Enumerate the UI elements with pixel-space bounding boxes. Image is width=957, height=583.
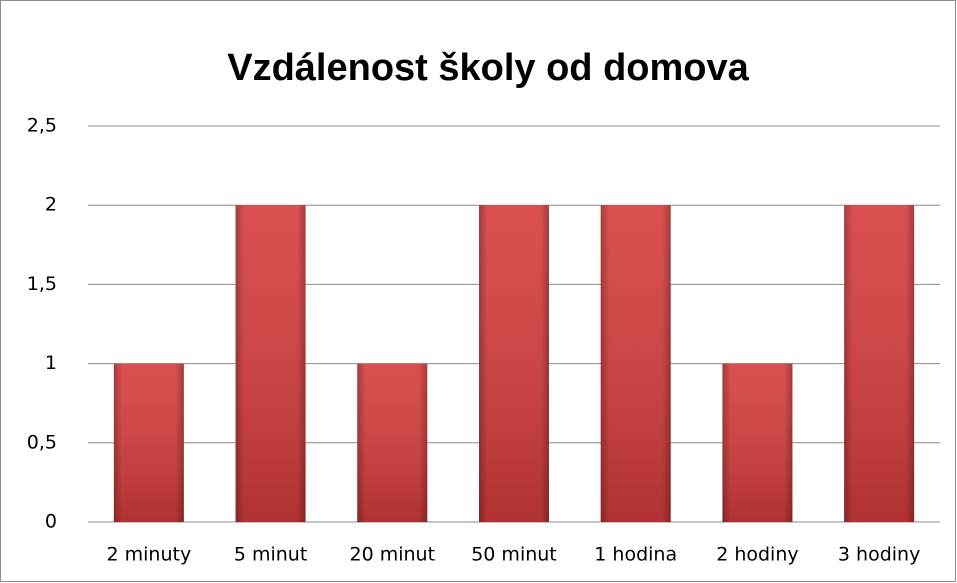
bar [235, 205, 306, 522]
y-tick-label: 0,5 [27, 431, 57, 453]
x-tick-label: 2 minuty [107, 544, 192, 566]
x-tick-label: 50 minut [471, 544, 557, 566]
y-tick-label: 0 [45, 511, 57, 533]
y-tick-label: 1 [45, 352, 57, 374]
bar [113, 363, 184, 522]
bar [722, 363, 793, 522]
x-tick-label: 20 minut [350, 544, 436, 566]
y-tick-label: 2,5 [27, 115, 57, 137]
bar [600, 205, 671, 522]
x-tick-label: 1 hodina [594, 544, 677, 566]
y-tick-label: 1,5 [27, 273, 57, 295]
x-tick-label: 3 hodiny [838, 544, 920, 566]
x-tick-label: 5 minut [234, 544, 307, 566]
bar [844, 205, 915, 522]
x-tick-label: 2 hodiny [716, 544, 798, 566]
y-tick-label: 2 [45, 194, 57, 216]
chart-title: Vzdálenost školy od domova [227, 47, 749, 89]
bar [479, 205, 549, 522]
bar [357, 363, 428, 522]
